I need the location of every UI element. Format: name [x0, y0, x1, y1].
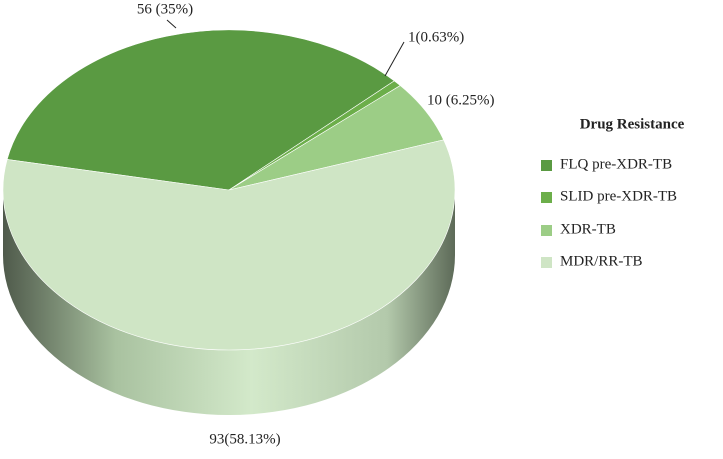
pie-slice: [6, 29, 395, 191]
pie-slice: [2, 139, 456, 351]
legend-label: MDR/RR-TB: [560, 253, 643, 269]
leader-line: [166, 19, 177, 29]
legend-label: SLID pre-XDR-TB: [560, 188, 677, 204]
leader-line: [384, 41, 405, 77]
data-label: 10 (6.25%): [427, 92, 495, 108]
legend-label: XDR-TB: [560, 221, 616, 237]
legend-swatch: [541, 257, 552, 268]
data-label: 56 (35%): [137, 1, 193, 17]
data-label: 93(58.13%): [209, 431, 280, 447]
pie-side: [3, 190, 455, 415]
data-label: 1(0.63%): [408, 29, 464, 45]
legend-title: Drug Resistance: [580, 116, 685, 132]
legend-swatch: [541, 160, 552, 171]
legend-swatch: [541, 192, 552, 203]
legend-swatch: [541, 225, 552, 236]
legend-label: FLQ pre-XDR-TB: [560, 156, 672, 172]
